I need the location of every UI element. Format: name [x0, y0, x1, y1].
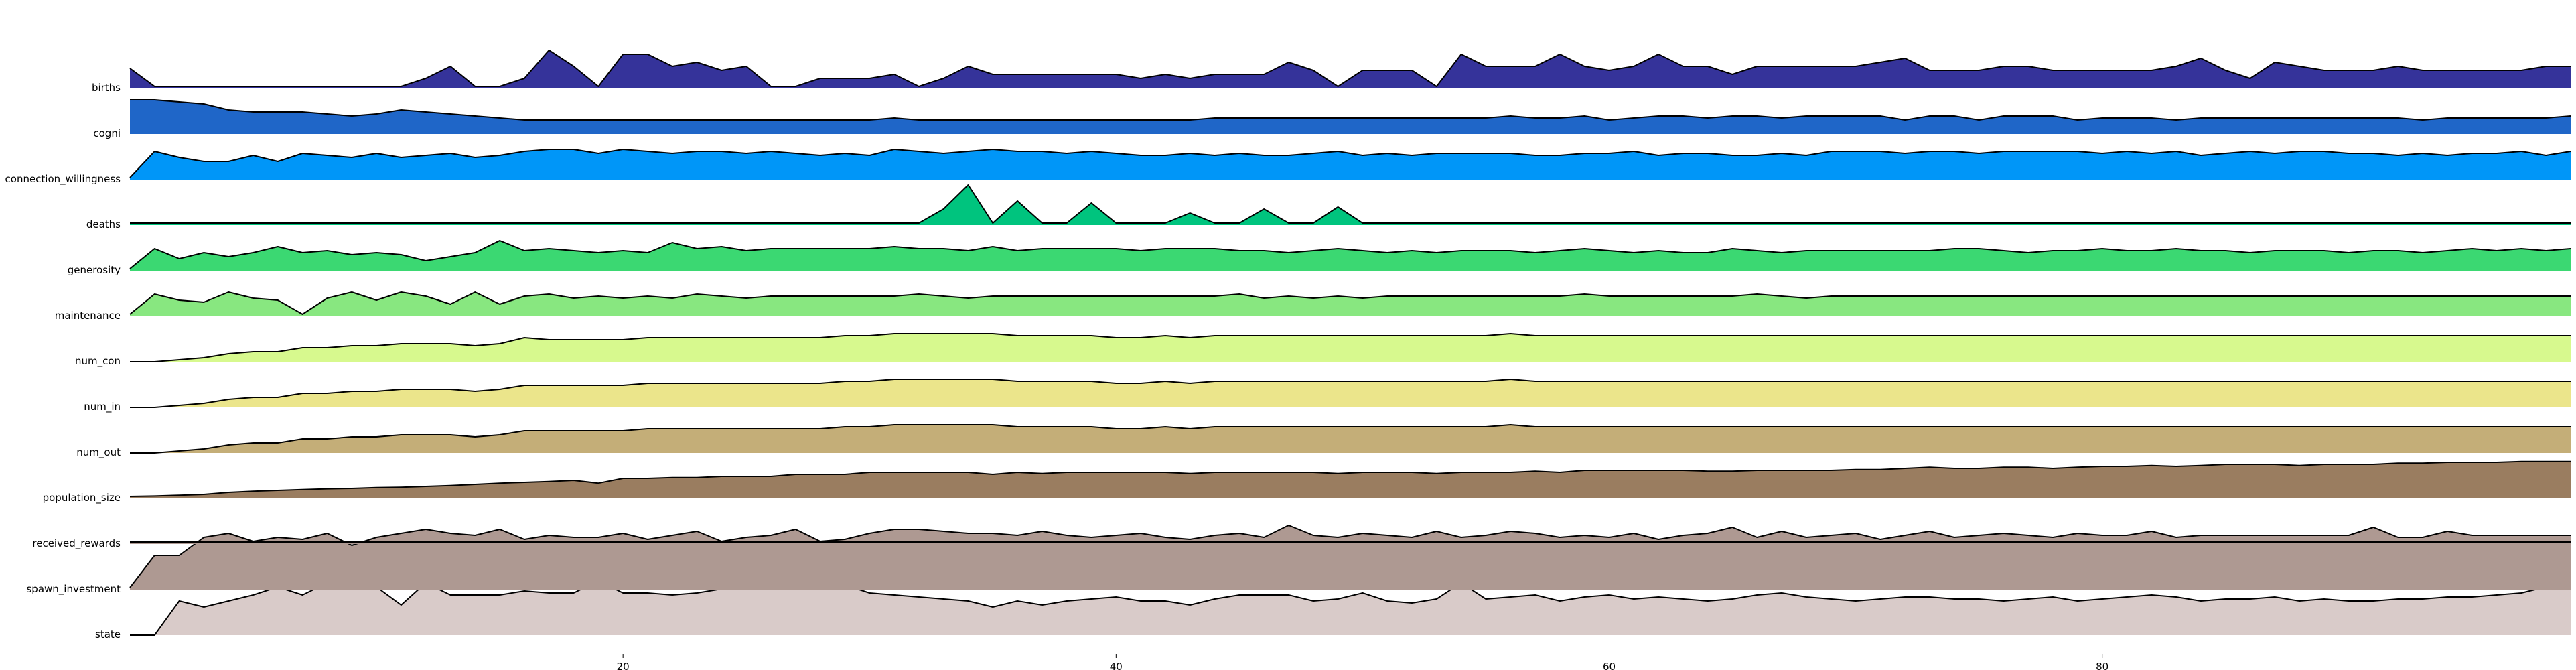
- ridge-area-state: [130, 581, 2571, 635]
- ridge-line-state: [130, 580, 2571, 636]
- ridge-cogni: [130, 99, 2571, 134]
- ridge-area-num-out: [130, 425, 2571, 453]
- row-label-connection-willingness: connection_willingness: [5, 173, 121, 186]
- row-label-population-size: population_size: [43, 492, 121, 505]
- ridge-num-con: [130, 333, 2571, 362]
- ridge-num-out: [130, 424, 2571, 454]
- row-label-spawn-investment: spawn_investment: [26, 583, 121, 596]
- row-label-num-out: num_out: [76, 446, 121, 459]
- ridge-line-num-con: [130, 333, 2571, 362]
- x-tick-label-60: 60: [1603, 661, 1616, 670]
- ridge-connection-willingness: [129, 149, 2571, 180]
- ridge-line-connection-willingness: [129, 149, 2571, 178]
- row-label-maintenance: maintenance: [55, 310, 121, 322]
- row-label-births: births: [92, 82, 121, 94]
- x-tick-label-80: 80: [2096, 661, 2108, 670]
- ridge-line-cogni: [130, 99, 2571, 121]
- ridge-line-num-out: [130, 424, 2571, 454]
- row-label-num-con: num_con: [75, 355, 121, 368]
- row-label-received-rewards: received_rewards: [32, 537, 121, 550]
- x-tick-label-20: 20: [617, 661, 630, 670]
- ridge-line-maintenance: [129, 291, 2571, 315]
- ridge-births: [129, 50, 2571, 88]
- row-label-cogni: cogni: [93, 127, 121, 139]
- ridge-line-generosity: [129, 240, 2571, 269]
- ridge-line-population-size: [129, 460, 2571, 497]
- ridges: [129, 50, 2571, 636]
- ridge-area-generosity: [130, 241, 2571, 271]
- ridge-area-connection-willingness: [130, 149, 2571, 180]
- ridge-line-spawn-investment: [129, 525, 2571, 588]
- ridge-line-num-in: [130, 379, 2571, 408]
- row-label-deaths: deaths: [86, 218, 121, 230]
- ridge-received-rewards: [130, 541, 2571, 544]
- ridge-line-deaths: [130, 184, 2571, 224]
- row-label-generosity: generosity: [68, 264, 121, 276]
- ridge-num-in: [130, 379, 2571, 408]
- ridge-state: [130, 580, 2571, 636]
- ridge-area-num-in: [130, 379, 2571, 407]
- x-axis: 20 40 60 80: [617, 654, 2108, 670]
- ridge-area-population-size: [130, 461, 2571, 498]
- ridge-area-num-con: [130, 334, 2571, 362]
- row-label-num-in: num_in: [84, 401, 121, 413]
- ridge-population-size: [129, 460, 2571, 498]
- ridge-area-cogni: [130, 100, 2571, 134]
- ridge-area-births: [130, 50, 2571, 88]
- ridge-line-births: [129, 50, 2571, 87]
- ridge-area-deaths: [130, 185, 2571, 225]
- ridge-deaths: [130, 184, 2571, 225]
- row-label-state: state: [95, 628, 121, 641]
- ridge-generosity: [129, 240, 2571, 271]
- ridge-maintenance: [129, 291, 2571, 316]
- ridge-spawn-investment: [129, 525, 2571, 590]
- x-tick-label-40: 40: [1110, 661, 1123, 670]
